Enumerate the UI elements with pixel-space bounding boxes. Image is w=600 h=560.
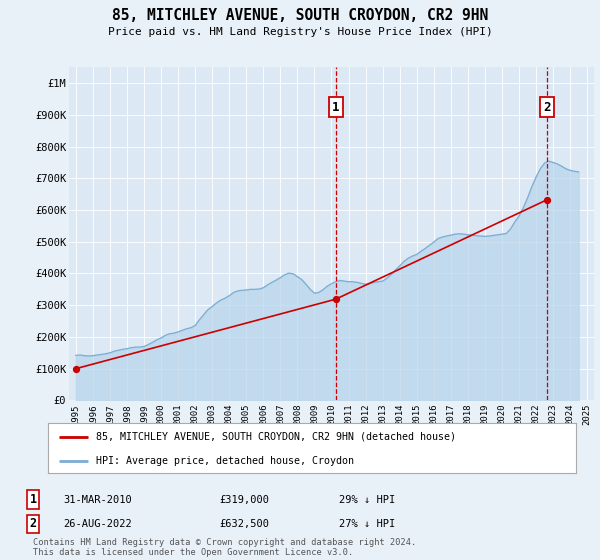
Text: 85, MITCHLEY AVENUE, SOUTH CROYDON, CR2 9HN (detached house): 85, MITCHLEY AVENUE, SOUTH CROYDON, CR2 … — [95, 432, 455, 442]
Text: Price paid vs. HM Land Registry's House Price Index (HPI): Price paid vs. HM Land Registry's House … — [107, 27, 493, 37]
Text: HPI: Average price, detached house, Croydon: HPI: Average price, detached house, Croy… — [95, 456, 353, 465]
Text: £632,500: £632,500 — [219, 519, 269, 529]
Text: Contains HM Land Registry data © Crown copyright and database right 2024.
This d: Contains HM Land Registry data © Crown c… — [33, 538, 416, 557]
Point — [71, 364, 80, 373]
Text: 2: 2 — [29, 517, 37, 530]
Text: £319,000: £319,000 — [219, 494, 269, 505]
Text: 1: 1 — [29, 493, 37, 506]
Text: 29% ↓ HPI: 29% ↓ HPI — [339, 494, 395, 505]
Point — [331, 295, 341, 304]
Text: 31-MAR-2010: 31-MAR-2010 — [63, 494, 132, 505]
Point — [542, 195, 552, 204]
Text: 27% ↓ HPI: 27% ↓ HPI — [339, 519, 395, 529]
Text: 26-AUG-2022: 26-AUG-2022 — [63, 519, 132, 529]
Text: 85, MITCHLEY AVENUE, SOUTH CROYDON, CR2 9HN: 85, MITCHLEY AVENUE, SOUTH CROYDON, CR2 … — [112, 8, 488, 24]
Text: 1: 1 — [332, 101, 340, 114]
Text: 2: 2 — [544, 101, 551, 114]
